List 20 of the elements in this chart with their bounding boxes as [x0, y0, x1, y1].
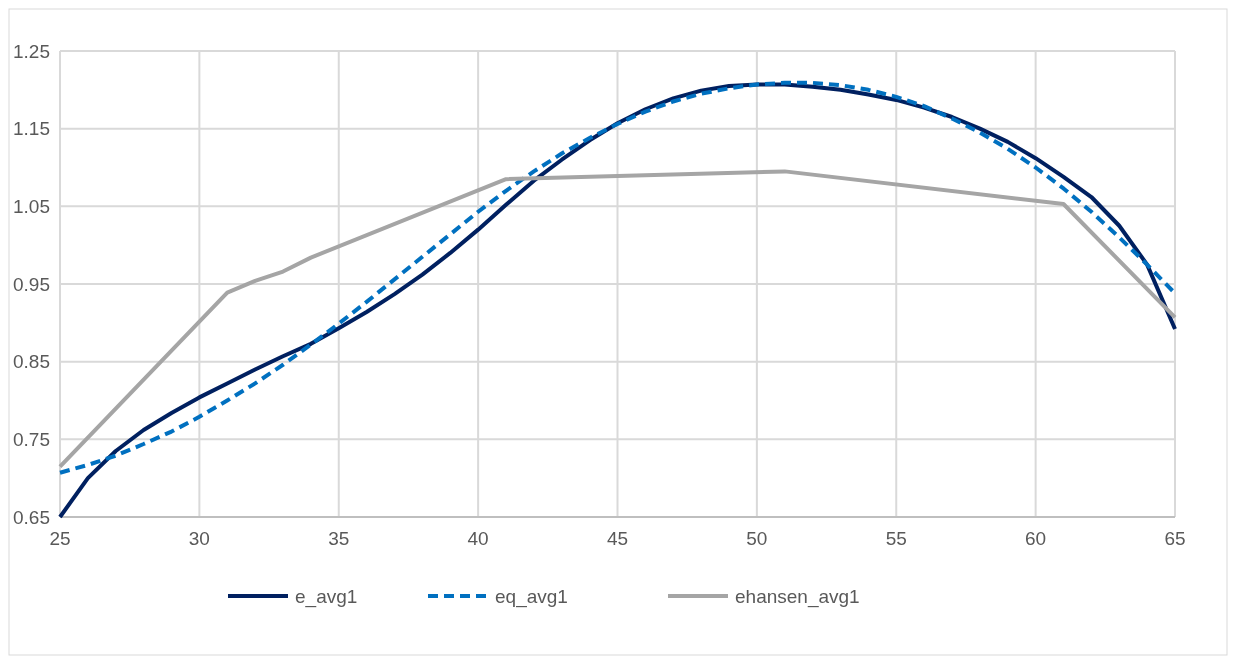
x-tick-label: 40	[467, 528, 489, 549]
x-tick-label: 60	[1025, 528, 1047, 549]
y-tick-label: 0.95	[13, 273, 50, 295]
y-tick-label: 1.25	[13, 40, 50, 62]
y-tick-label: 0.65	[13, 506, 50, 528]
legend-label: ehansen_avg1	[735, 585, 860, 608]
y-tick-label: 1.05	[13, 195, 50, 217]
y-tick-label: 1.15	[13, 118, 50, 140]
legend-label: eq_avg1	[495, 585, 568, 608]
x-tick-label: 55	[885, 528, 907, 549]
legend-label: e_avg1	[295, 585, 358, 608]
x-tick-label: 30	[188, 528, 210, 549]
x-tick-label: 25	[49, 528, 71, 549]
x-tick-label: 50	[746, 528, 768, 549]
y-tick-label: 0.75	[13, 428, 50, 450]
x-tick-label: 45	[606, 528, 629, 549]
line-series	[58, 169, 1177, 469]
x-tick-label: 65	[1164, 528, 1186, 549]
y-tick-label: 0.85	[13, 351, 50, 373]
x-tick-label: 35	[328, 528, 350, 549]
